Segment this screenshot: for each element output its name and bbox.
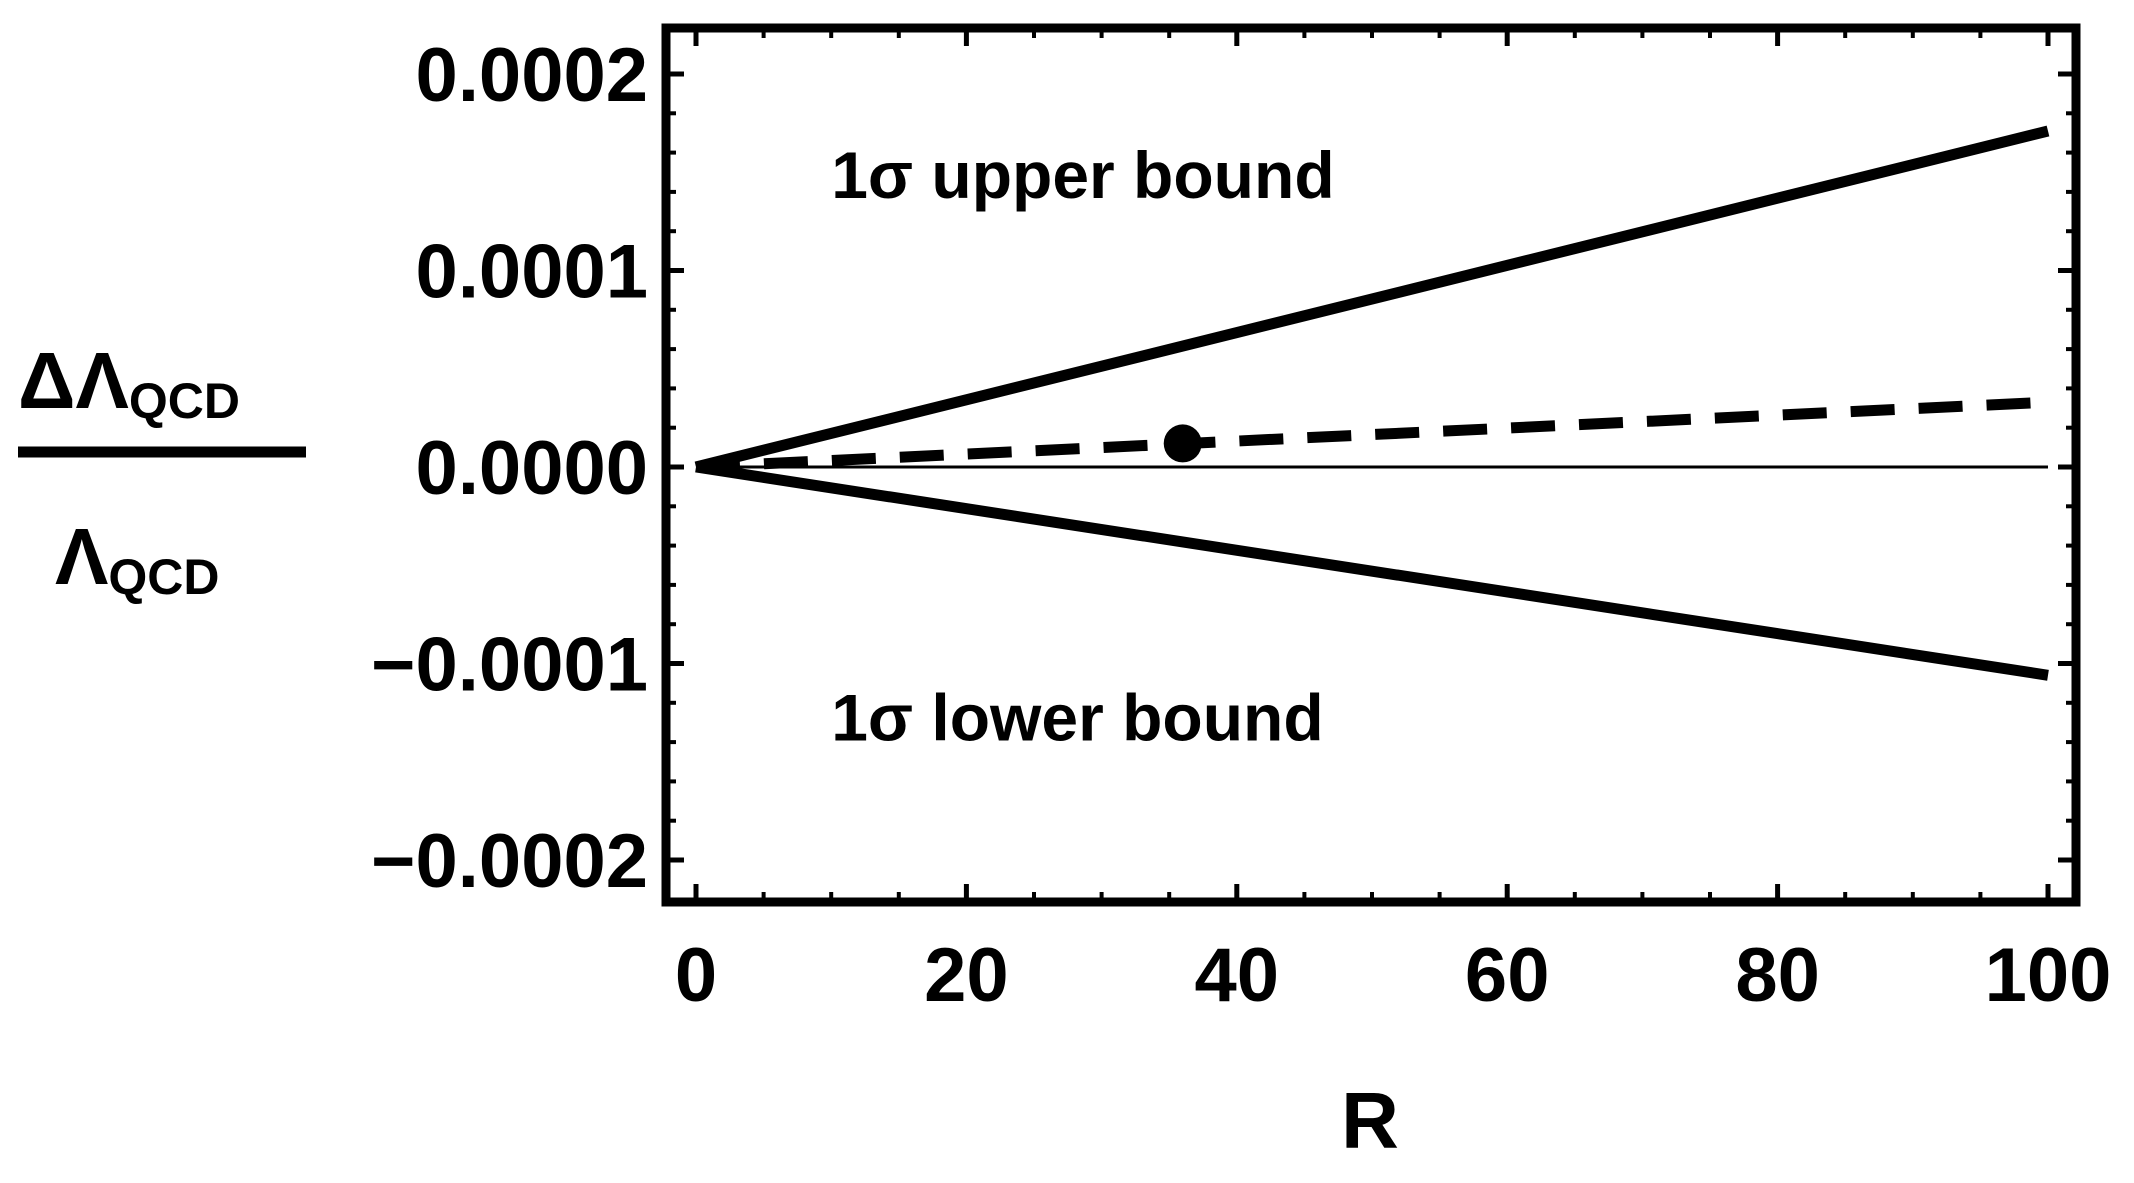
central-dashed-line — [695, 396, 2049, 473]
y-axis-title-denominator: Λ — [55, 512, 108, 601]
y-axis-title-numerator: ΔΛ — [18, 336, 129, 425]
y-axis-title-denominator-sub: QCD — [108, 549, 219, 605]
x-tick-label: 60 — [1465, 933, 1550, 1018]
y-tick-label: 0.0001 — [416, 230, 648, 315]
y-tick-label: 0.0000 — [416, 426, 648, 511]
x-tick-label: 20 — [924, 933, 1009, 1018]
data-point — [1163, 424, 1202, 463]
upper-bound-line — [694, 125, 2050, 473]
x-tick-label: 0 — [675, 933, 717, 1018]
svg-text:ΛQCD: ΛQCD — [55, 512, 219, 605]
x-tick-label: 40 — [1195, 933, 1280, 1018]
lower-bound-line — [695, 461, 2049, 681]
y-axis-title: ΔΛQCD ΛQCD — [18, 336, 306, 605]
y-axis-title-numerator-sub: QCD — [129, 373, 240, 429]
annotation-upper-bound: 1σ upper bound — [831, 138, 1334, 212]
y-tick-label: −0.0001 — [371, 623, 648, 708]
y-tick-label: 0.0002 — [416, 33, 648, 118]
x-tick-label: 80 — [1735, 933, 1820, 1018]
x-tick-label: 100 — [1985, 933, 2112, 1018]
svg-text:ΔΛQCD: ΔΛQCD — [18, 336, 240, 429]
x-axis-title: R — [1341, 1076, 1399, 1165]
y-tick-label: −0.0002 — [371, 819, 648, 904]
annotation-lower-bound: 1σ lower bound — [831, 681, 1323, 755]
